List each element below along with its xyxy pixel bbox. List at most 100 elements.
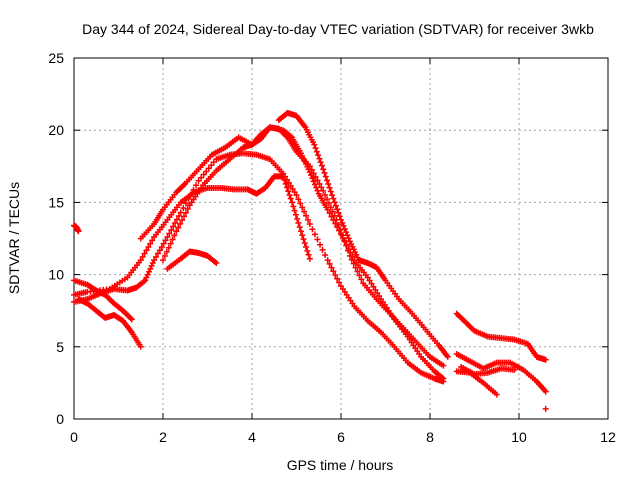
data-point	[295, 220, 302, 227]
data-point	[316, 155, 323, 162]
data-point	[440, 375, 447, 382]
data-point	[318, 184, 325, 191]
x-tick-label: 2	[159, 429, 167, 445]
data-point	[300, 236, 307, 243]
data-point	[160, 240, 167, 247]
data-point	[313, 148, 320, 155]
x-tick-label: 10	[511, 429, 527, 445]
data-point	[306, 221, 313, 228]
data-point	[158, 243, 165, 250]
data-point	[344, 232, 351, 239]
chart-title: Day 344 of 2024, Sidereal Day-to-day VTE…	[82, 21, 594, 37]
data-point	[322, 252, 329, 259]
data-point	[312, 145, 319, 152]
data-point	[141, 250, 148, 257]
data-point	[137, 257, 144, 264]
data-point	[327, 188, 334, 195]
data-point	[213, 260, 220, 267]
data-point	[303, 243, 310, 250]
data-point	[175, 213, 182, 220]
data-point	[306, 169, 313, 176]
data-point	[320, 166, 327, 173]
x-tick-label: 0	[70, 429, 78, 445]
data-point	[311, 231, 318, 238]
data-point	[187, 191, 194, 198]
data-point	[149, 237, 156, 244]
data-point	[299, 232, 306, 239]
data-point	[334, 275, 341, 282]
data-point	[324, 206, 331, 213]
data-point	[285, 179, 292, 186]
data-point	[331, 212, 338, 219]
data-point	[147, 240, 154, 247]
x-tick-label: 12	[600, 429, 616, 445]
series-track-3	[71, 150, 447, 385]
data-point	[310, 178, 317, 185]
series-track-11	[453, 351, 549, 395]
data-point	[312, 173, 319, 180]
data-point	[319, 246, 326, 253]
data-point	[343, 242, 350, 249]
data-point	[317, 241, 324, 248]
data-point	[306, 255, 313, 262]
data-point	[309, 226, 316, 233]
data-point	[172, 220, 179, 227]
y-tick-label: 5	[56, 339, 64, 355]
data-point	[341, 226, 348, 233]
data-point	[340, 222, 347, 229]
data-point	[164, 234, 171, 241]
x-tick-label: 6	[337, 429, 345, 445]
data-point	[331, 199, 338, 206]
data-point	[289, 199, 296, 206]
data-point	[368, 280, 375, 287]
data-point	[343, 229, 350, 236]
data-point	[440, 362, 447, 369]
data-point	[315, 152, 322, 159]
series-track-6	[275, 109, 451, 360]
data-point	[334, 206, 341, 213]
data-point	[170, 223, 177, 230]
data-point	[143, 247, 150, 254]
series-track-10	[453, 310, 549, 363]
data-point	[326, 210, 333, 217]
data-point	[151, 257, 158, 264]
data-point	[311, 181, 318, 188]
data-point	[349, 253, 356, 260]
data-point	[208, 162, 215, 169]
data-point	[139, 253, 146, 260]
data-point	[180, 213, 187, 220]
data-point	[195, 177, 202, 184]
data-point	[334, 224, 341, 231]
data-point	[299, 204, 306, 211]
data-point	[180, 204, 187, 211]
data-point	[75, 228, 82, 235]
data-point	[345, 246, 352, 253]
data-point	[205, 165, 212, 172]
data-point	[161, 253, 168, 260]
data-point	[370, 283, 377, 290]
data-point	[145, 243, 152, 250]
data-point	[330, 195, 337, 202]
data-point	[295, 196, 302, 203]
data-point	[376, 293, 383, 300]
data-point	[356, 272, 363, 279]
data-point	[511, 366, 518, 373]
data-point	[283, 176, 290, 183]
series-track-13	[458, 364, 518, 378]
data-point	[303, 212, 310, 219]
data-point	[169, 236, 176, 243]
data-point	[200, 171, 207, 178]
series-track-4	[137, 124, 447, 369]
data-point	[285, 188, 292, 195]
data-point	[328, 264, 335, 271]
data-point	[297, 228, 304, 235]
data-point	[293, 192, 300, 199]
data-point	[282, 173, 289, 180]
data-point	[190, 186, 197, 193]
data-point	[308, 172, 315, 179]
data-point	[314, 177, 321, 184]
data-point	[282, 180, 289, 187]
data-point	[542, 405, 549, 412]
data-points	[71, 109, 549, 412]
data-point	[185, 195, 192, 202]
